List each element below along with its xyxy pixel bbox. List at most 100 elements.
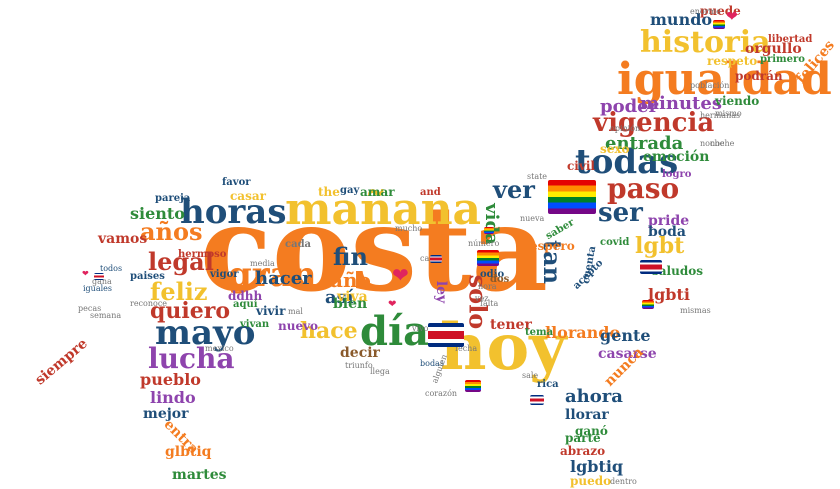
- cloud-word: emoción: [643, 149, 710, 165]
- cloud-word: covid: [600, 237, 630, 248]
- cloud-word: odio: [480, 269, 505, 280]
- cloud-word: pareja: [155, 193, 191, 204]
- cloud-word: podrán: [735, 69, 783, 83]
- cloud-word: ahora: [565, 386, 623, 407]
- cloud-word: martes: [172, 467, 227, 483]
- cloud-word: todos: [100, 264, 123, 273]
- cloud-word: paso: [607, 172, 680, 205]
- costa-rica-flag-icon: [530, 395, 544, 405]
- cloud-word: decir: [340, 345, 380, 361]
- cloud-word: poder: [600, 96, 659, 117]
- costa-rica-flag-icon: [428, 323, 464, 347]
- cloud-word: día: [360, 308, 430, 355]
- cloud-word: población: [690, 81, 730, 90]
- cloud-word: igualdad: [617, 54, 832, 105]
- cloud-word: noche: [700, 139, 725, 148]
- cloud-word: corazón: [425, 389, 458, 398]
- heart-icon: ❤: [392, 263, 409, 287]
- cloud-word: hermoso: [178, 249, 227, 260]
- cloud-word: viva: [337, 289, 368, 305]
- cloud-word: lgbtiq: [570, 457, 624, 476]
- cloud-word: costa: [200, 179, 548, 318]
- cloud-word: bien: [333, 296, 368, 312]
- cloud-word: casi: [420, 254, 436, 263]
- heart-icon: ❤: [388, 299, 397, 310]
- cloud-word: orgullo: [745, 41, 802, 57]
- cloud-word: gana: [92, 277, 112, 286]
- cloud-word: rica: [537, 379, 559, 390]
- cloud-word: libertad: [768, 34, 813, 45]
- cloud-word: llorando: [545, 323, 621, 342]
- cloud-word: puedo: [570, 474, 612, 488]
- cloud-word: ver: [493, 175, 535, 204]
- cloud-word: fecha: [455, 344, 478, 353]
- cloud-word: noche: [710, 139, 735, 148]
- cloud-word: nuevo: [278, 319, 319, 333]
- cloud-word: abrazo: [560, 444, 606, 458]
- rainbow-flag-icon: [713, 20, 725, 29]
- cloud-word: civil: [567, 159, 595, 173]
- cloud-word: feliz: [150, 277, 208, 306]
- cloud-word: respeto: [707, 54, 758, 68]
- cloud-word: pecas: [78, 304, 102, 313]
- cloud-word: ddhh: [228, 289, 263, 303]
- cloud-word: mundo: [650, 10, 713, 29]
- cloud-word: vez: [475, 294, 489, 303]
- cloud-word: así: [325, 287, 354, 308]
- rainbow-flag-icon: [477, 250, 499, 266]
- cloud-word: nueva: [520, 214, 545, 223]
- cloud-word: gente: [600, 326, 651, 345]
- cloud-word: boda: [648, 224, 686, 240]
- cloud-word: hace: [300, 318, 358, 344]
- cloud-word: semana: [90, 311, 122, 320]
- cloud-word: primero: [760, 54, 805, 65]
- rainbow-flag-icon: [548, 180, 596, 214]
- cloud-word: amar: [360, 185, 395, 199]
- cloud-word: triunfo: [345, 361, 373, 370]
- cloud-word: and: [420, 187, 441, 198]
- cloud-word: horas: [180, 192, 287, 232]
- cloud-word: todas: [575, 142, 679, 182]
- costa-rica-flag-icon: [640, 260, 662, 274]
- cloud-word: llorar: [565, 407, 609, 423]
- cloud-word: siempre: [32, 335, 91, 389]
- cloud-word: llega: [370, 367, 390, 376]
- cloud-word: opinión: [610, 124, 641, 133]
- cloud-word: cada: [285, 239, 312, 250]
- cloud-word: tener: [490, 317, 532, 333]
- cloud-word: gran: [228, 255, 317, 295]
- cloud-word: fin: [333, 242, 368, 271]
- cloud-word: dos: [490, 274, 510, 285]
- cloud-word: aquí: [233, 299, 258, 310]
- cloud-word: mal: [288, 307, 303, 316]
- cloud-word: pueblo: [140, 370, 201, 389]
- cloud-word: año: [330, 268, 371, 292]
- cloud-word: casarse: [598, 346, 657, 362]
- cloud-word: pride: [648, 213, 690, 229]
- cloud-word: lgbti: [648, 285, 690, 304]
- cloud-word: viendo: [715, 94, 760, 108]
- cloud-word: lindo: [150, 388, 196, 407]
- cloud-word: the: [318, 185, 340, 199]
- cloud-word: vivir: [256, 304, 286, 318]
- rainbow-flag-icon: [642, 300, 654, 309]
- rainbow-flag-icon: [465, 380, 481, 392]
- heart-icon: ❤: [726, 9, 738, 25]
- cloud-word: state: [527, 172, 548, 181]
- cloud-word: mañana: [285, 184, 482, 235]
- cloud-word: casar: [230, 189, 266, 203]
- cloud-word: enorme: [690, 7, 721, 16]
- cloud-word: mexico: [205, 344, 234, 353]
- cloud-word: lucha: [148, 342, 235, 375]
- rainbow-flag-icon: [484, 227, 494, 234]
- cloud-word: mayo: [155, 313, 256, 353]
- cloud-word: iguales: [83, 284, 112, 293]
- cloud-word: historia: [640, 25, 771, 60]
- cloud-word: legal: [148, 247, 214, 276]
- costa-rica-flag-icon: [430, 255, 442, 263]
- cloud-word: reconoce: [130, 299, 168, 308]
- cloud-word: sexo: [600, 142, 630, 156]
- cloud-word: media: [250, 259, 275, 268]
- cloud-word: número: [468, 239, 500, 248]
